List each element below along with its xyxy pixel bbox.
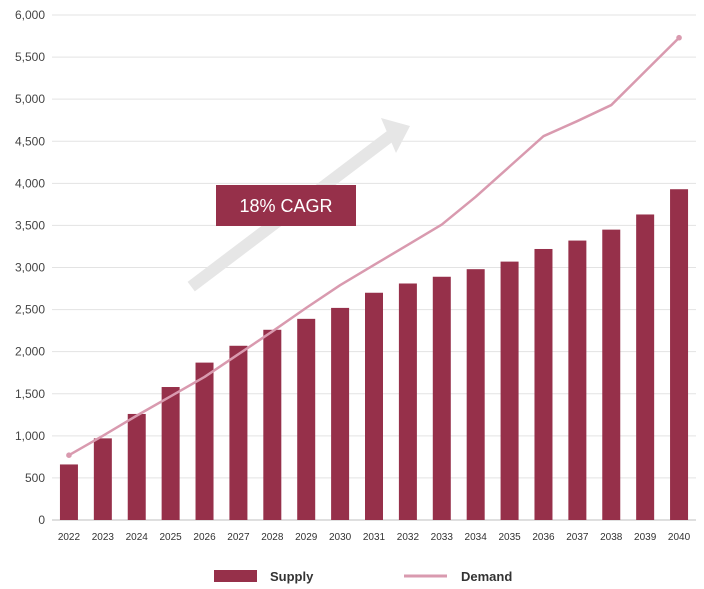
y-tick-label: 2,000	[15, 345, 45, 359]
supply-bar-2026	[195, 362, 214, 520]
y-tick-label: 3,500	[15, 218, 45, 232]
legend-swatch-supply	[214, 570, 257, 582]
x-tick-label: 2028	[261, 532, 284, 543]
supply-bar-2034	[466, 269, 485, 520]
demand-point-2040	[676, 34, 682, 41]
cagr-callout: 18% CAGR	[216, 185, 356, 226]
x-tick-label: 2034	[465, 532, 488, 543]
x-tick-label: 2032	[397, 532, 420, 543]
y-tick-label: 2,500	[15, 303, 45, 317]
x-tick-label: 2039	[634, 532, 657, 543]
supply-bar-2027	[229, 345, 248, 520]
supply-bar-2032	[398, 283, 417, 520]
y-tick-label: 4,500	[15, 134, 45, 148]
demand-line	[66, 34, 682, 458]
supply-bar-2039	[636, 214, 655, 520]
supply-bar-2033	[432, 276, 451, 520]
supply-bar-2038	[602, 229, 621, 520]
x-tick-label: 2027	[227, 532, 250, 543]
supply-bars	[59, 189, 689, 521]
x-tick-label: 2026	[193, 532, 216, 543]
supply-bar-2031	[365, 292, 383, 520]
x-tick-label: 2036	[532, 532, 555, 543]
y-tick-label: 4,000	[15, 176, 45, 190]
x-tick-label: 2025	[160, 532, 183, 543]
x-tick-label: 2037	[566, 532, 589, 543]
x-tick-label: 2040	[668, 532, 691, 543]
supply-bar-2030	[331, 307, 350, 520]
x-axis: 2022 2023 2024 2025 2026 2027 2028 2029 2030 2031…	[58, 532, 691, 543]
y-tick-label: 1,500	[15, 387, 45, 401]
legend-label-demand: Demand	[461, 569, 512, 584]
y-tick-label: 3,000	[15, 261, 45, 275]
x-tick-label: 2038	[600, 532, 623, 543]
x-tick-label: 2023	[92, 532, 115, 543]
x-tick-label: 2029	[295, 532, 318, 543]
x-tick-label: 2024	[126, 532, 149, 543]
x-tick-label: 2030	[329, 532, 352, 543]
y-tick-label: 500	[25, 471, 45, 485]
supply-bar-2028	[263, 329, 282, 520]
supply-bar-2036	[534, 248, 553, 520]
supply-bar-2023	[93, 438, 112, 520]
legend-label-supply: Supply	[270, 569, 314, 584]
supply-bar-2035	[500, 261, 519, 520]
y-tick-label: 0	[38, 513, 45, 527]
demand-point-2022	[66, 452, 72, 458]
demand-series-line	[68, 36, 680, 457]
y-axis: 0 500 1,000 1,500 2,000 2,500 3,000 3,500 4,000 4…	[15, 8, 45, 527]
cagr-label: 18% CAGR	[239, 196, 332, 216]
x-tick-label: 2035	[498, 532, 521, 543]
x-tick-label: 2031	[363, 532, 386, 543]
x-tick-label: 2022	[58, 532, 81, 543]
supply-bar-2040	[670, 189, 689, 520]
supply-bar-2029	[297, 318, 316, 520]
supply-bar-2022	[59, 464, 78, 520]
x-tick-label: 2033	[431, 532, 454, 543]
cagr-box	[216, 185, 356, 226]
y-tick-label: 5,500	[15, 50, 45, 64]
legend: Supply Demand	[214, 569, 512, 584]
supply-bar-2037	[568, 240, 587, 521]
y-tick-label: 5,000	[15, 92, 45, 106]
supply-bar-2025	[161, 387, 180, 520]
supply-bar-2024	[127, 413, 146, 520]
y-tick-label: 1,000	[15, 429, 45, 443]
y-tick-label: 6,000	[15, 8, 45, 22]
